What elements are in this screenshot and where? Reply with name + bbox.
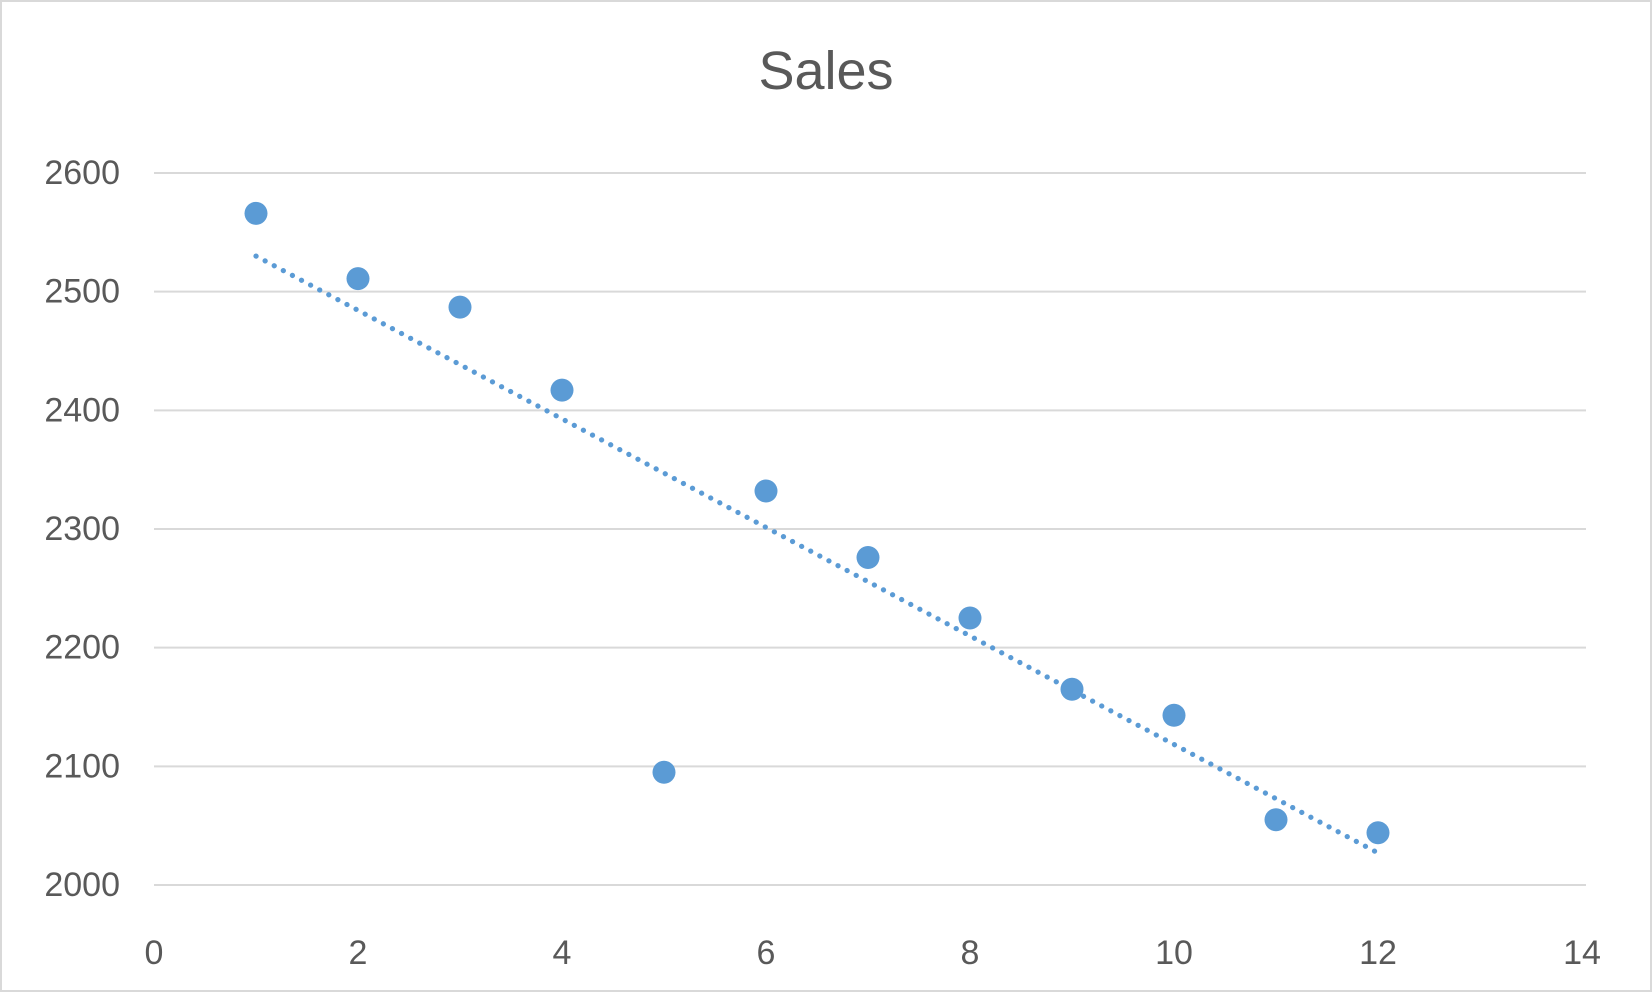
- y-tick-label: 2500: [44, 273, 120, 311]
- data-point[interactable]: [550, 378, 574, 402]
- data-point[interactable]: [1264, 808, 1288, 832]
- y-tick-label: 2100: [44, 747, 120, 785]
- data-point[interactable]: [958, 606, 982, 630]
- y-tick-label: 2600: [44, 154, 120, 192]
- data-point[interactable]: [448, 295, 472, 319]
- data-point[interactable]: [754, 479, 778, 503]
- data-point[interactable]: [1060, 677, 1084, 701]
- y-tick-label: 2200: [44, 629, 120, 667]
- data-point[interactable]: [856, 545, 880, 569]
- x-tick-label: 10: [1155, 934, 1193, 972]
- x-tick-label: 12: [1359, 934, 1397, 972]
- y-tick-label: 2000: [44, 866, 120, 904]
- data-point[interactable]: [1366, 821, 1390, 845]
- x-tick-label: 14: [1563, 934, 1601, 972]
- x-tick-label: 6: [757, 934, 776, 972]
- y-tick-label: 2400: [44, 391, 120, 429]
- trendline[interactable]: [253, 253, 1381, 856]
- x-tick-label: 4: [553, 934, 572, 972]
- data-point[interactable]: [244, 201, 268, 225]
- x-tick-label: 0: [145, 934, 164, 972]
- data-point[interactable]: [1162, 703, 1186, 727]
- data-point[interactable]: [652, 760, 676, 784]
- x-tick-label: 2: [349, 934, 368, 972]
- y-tick-label: 2300: [44, 510, 120, 548]
- x-tick-label: 8: [961, 934, 980, 972]
- data-point[interactable]: [346, 267, 370, 291]
